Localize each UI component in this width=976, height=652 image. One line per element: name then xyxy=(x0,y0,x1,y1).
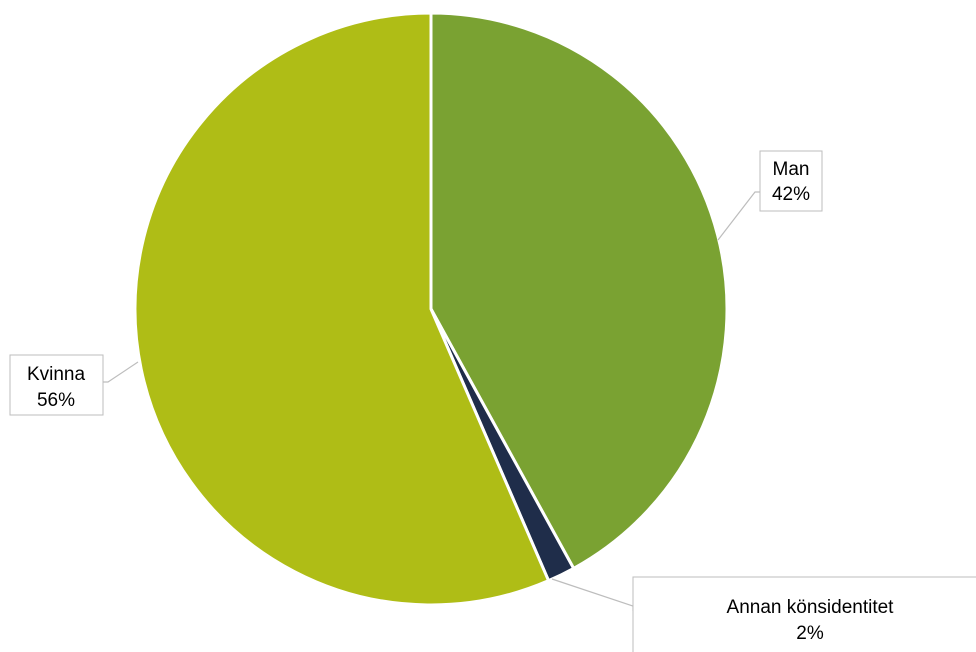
slice-label-annan: Annan könsidentitet xyxy=(727,597,895,618)
data-label-man: Man 42% xyxy=(759,150,823,212)
leader-line-man xyxy=(717,191,760,241)
slice-value-man: 42% xyxy=(772,184,810,205)
slice-value-kvinna: 56% xyxy=(37,390,75,411)
leader-line-kvinna xyxy=(103,361,139,383)
label-box-kvinna xyxy=(9,354,104,416)
data-label-annan: Annan könsidentitet 2% xyxy=(632,576,976,652)
slice-label-man: Man xyxy=(773,159,810,180)
data-label-kvinna: Kvinna 56% xyxy=(9,354,104,416)
pie-slices xyxy=(133,11,729,607)
slice-man xyxy=(429,11,729,570)
slice-kvinna xyxy=(133,11,551,607)
label-box-annan xyxy=(632,576,976,652)
slice-value-annan: 2% xyxy=(796,623,824,644)
slice-label-kvinna: Kvinna xyxy=(27,364,86,385)
leader-line-annan xyxy=(551,578,634,611)
label-box-man xyxy=(759,150,823,212)
